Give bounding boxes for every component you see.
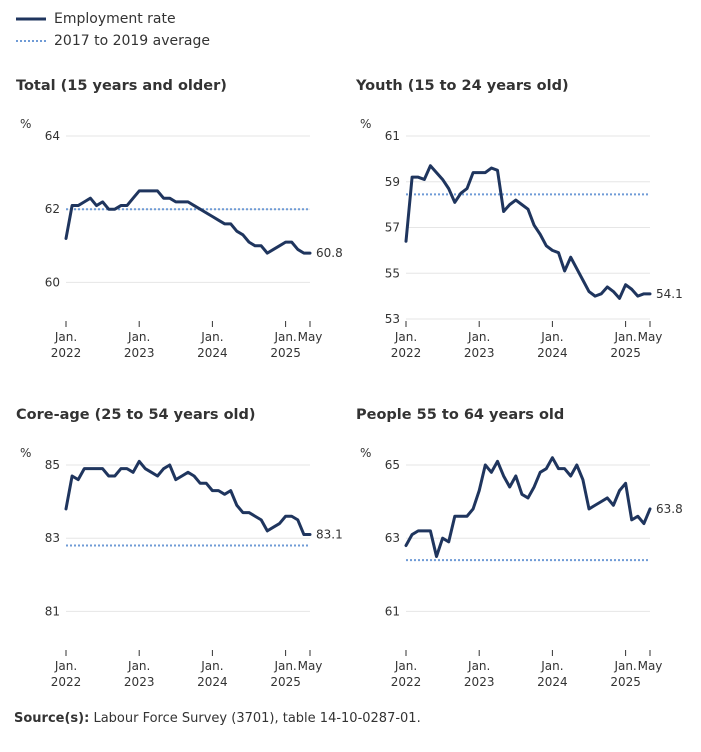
y-unit-label: % [360, 446, 371, 460]
employment-rate-line [64, 459, 312, 537]
x-tick-label: Jan. [613, 330, 636, 344]
x-tick-label: Jan. [54, 659, 77, 673]
y-tick-label: 81 [45, 604, 60, 618]
x-tick-label-year: 2023 [124, 675, 155, 689]
x-tick-label-year: 2022 [51, 346, 82, 360]
chart-total: % 60 62 64 Jan. 2022 Jan. 2023 Jan. 2024 Jan. 2025 M… [20, 117, 343, 360]
y-unit-label: % [20, 117, 31, 131]
y-tick-label: 61 [385, 604, 400, 618]
x-tick-label: May [638, 330, 663, 344]
employment-rate-line [64, 189, 312, 255]
x-tick-label: Jan. [540, 659, 563, 673]
x-tick-label: Jan. [394, 330, 417, 344]
x-tick-label: Jan. [540, 330, 563, 344]
legend-label-average: 2017 to 2019 average [54, 33, 210, 49]
y-tick-label: 62 [45, 202, 60, 216]
y-tick-label: 59 [385, 175, 400, 189]
x-tick-label: Jan. [467, 659, 490, 673]
employment-rate-line [404, 456, 652, 558]
panel-title: People 55 to 64 years old [356, 407, 565, 423]
x-tick-label-year: 2025 [270, 346, 301, 360]
chart-55-to-64: % 61 63 65 Jan. 2022 Jan. 2023 Jan. 2024 Jan. 2025 M… [360, 446, 683, 689]
panel-title: Youth (15 to 24 years old) [356, 78, 569, 94]
x-tick-label-year: 2024 [197, 675, 228, 689]
legend-solid-line-swatch [16, 17, 46, 21]
x-tick-label: Jan. [127, 330, 150, 344]
legend-item-average: 2017 to 2019 average [16, 30, 210, 52]
panel-title: Total (15 years and older) [16, 78, 227, 94]
panel-total: Total (15 years and older) % 60 62 64 Jan. 20… [16, 78, 361, 398]
x-tick-label: May [638, 659, 663, 673]
x-tick-label: Jan. [273, 330, 296, 344]
employment-rate-line [404, 164, 652, 300]
source-label: Source(s): [14, 711, 90, 726]
legend-item-employment-rate: Employment rate [16, 8, 210, 30]
source-text: Labour Force Survey (3701), table 14-10-… [93, 711, 421, 726]
y-tick-label: 57 [385, 221, 400, 235]
y-unit-label: % [360, 117, 371, 131]
x-tick-label-year: 2022 [51, 675, 82, 689]
x-tick-label: May [298, 659, 323, 673]
x-tick-label-year: 2024 [537, 675, 568, 689]
x-tick-label: Jan. [613, 659, 636, 673]
y-tick-label: 53 [385, 312, 400, 326]
source-note: Source(s): Labour Force Survey (3701), t… [14, 711, 421, 726]
panel-youth: Youth (15 to 24 years old) % 53 55 57 59 61 Ja… [356, 78, 701, 398]
x-tick-label-year: 2023 [464, 346, 495, 360]
x-tick-label-year: 2025 [270, 675, 301, 689]
legend-dotted-line-swatch [16, 40, 46, 42]
y-tick-label: 60 [45, 275, 60, 289]
chart-core-age: % 81 83 85 Jan. 2022 Jan. 2023 Jan. 2024 Jan. 2025 M… [20, 446, 343, 689]
x-tick-label-year: 2025 [610, 675, 641, 689]
x-tick-label: Jan. [200, 659, 223, 673]
legend-label-employment-rate: Employment rate [54, 11, 176, 27]
y-tick-label: 63 [385, 531, 400, 545]
end-value-label: 60.8 [316, 246, 343, 260]
y-tick-label: 83 [45, 531, 60, 545]
y-tick-label: 65 [385, 458, 400, 472]
chart-youth: % 53 55 57 59 61 Jan. 2022 Jan. 2023 Jan. 2024 Jan. 2… [360, 117, 683, 360]
x-tick-label-year: 2024 [537, 346, 568, 360]
x-tick-label: Jan. [200, 330, 223, 344]
x-tick-label: Jan. [127, 659, 150, 673]
y-unit-label: % [20, 446, 31, 460]
x-tick-label-year: 2023 [464, 675, 495, 689]
x-tick-label-year: 2025 [610, 346, 641, 360]
x-tick-label: Jan. [394, 659, 417, 673]
x-tick-label-year: 2022 [391, 346, 422, 360]
end-value-label: 83.1 [316, 528, 343, 542]
chart-legend: Employment rate 2017 to 2019 average [16, 8, 210, 52]
panel-55-to-64: People 55 to 64 years old % 61 63 65 Jan. 202… [356, 407, 701, 727]
x-tick-label: Jan. [467, 330, 490, 344]
x-tick-label: Jan. [273, 659, 296, 673]
y-tick-label: 55 [385, 266, 400, 280]
x-tick-label: May [298, 330, 323, 344]
panel-core-age: Core-age (25 to 54 years old) % 81 83 85 Jan… [16, 407, 361, 727]
y-tick-label: 64 [45, 129, 60, 143]
x-tick-label-year: 2024 [197, 346, 228, 360]
x-tick-label: Jan. [54, 330, 77, 344]
panel-title: Core-age (25 to 54 years old) [16, 407, 256, 423]
x-tick-label-year: 2022 [391, 675, 422, 689]
y-tick-label: 61 [385, 129, 400, 143]
end-value-label: 63.8 [656, 502, 683, 516]
y-tick-label: 85 [45, 458, 60, 472]
x-tick-label-year: 2023 [124, 346, 155, 360]
end-value-label: 54.1 [656, 287, 683, 301]
